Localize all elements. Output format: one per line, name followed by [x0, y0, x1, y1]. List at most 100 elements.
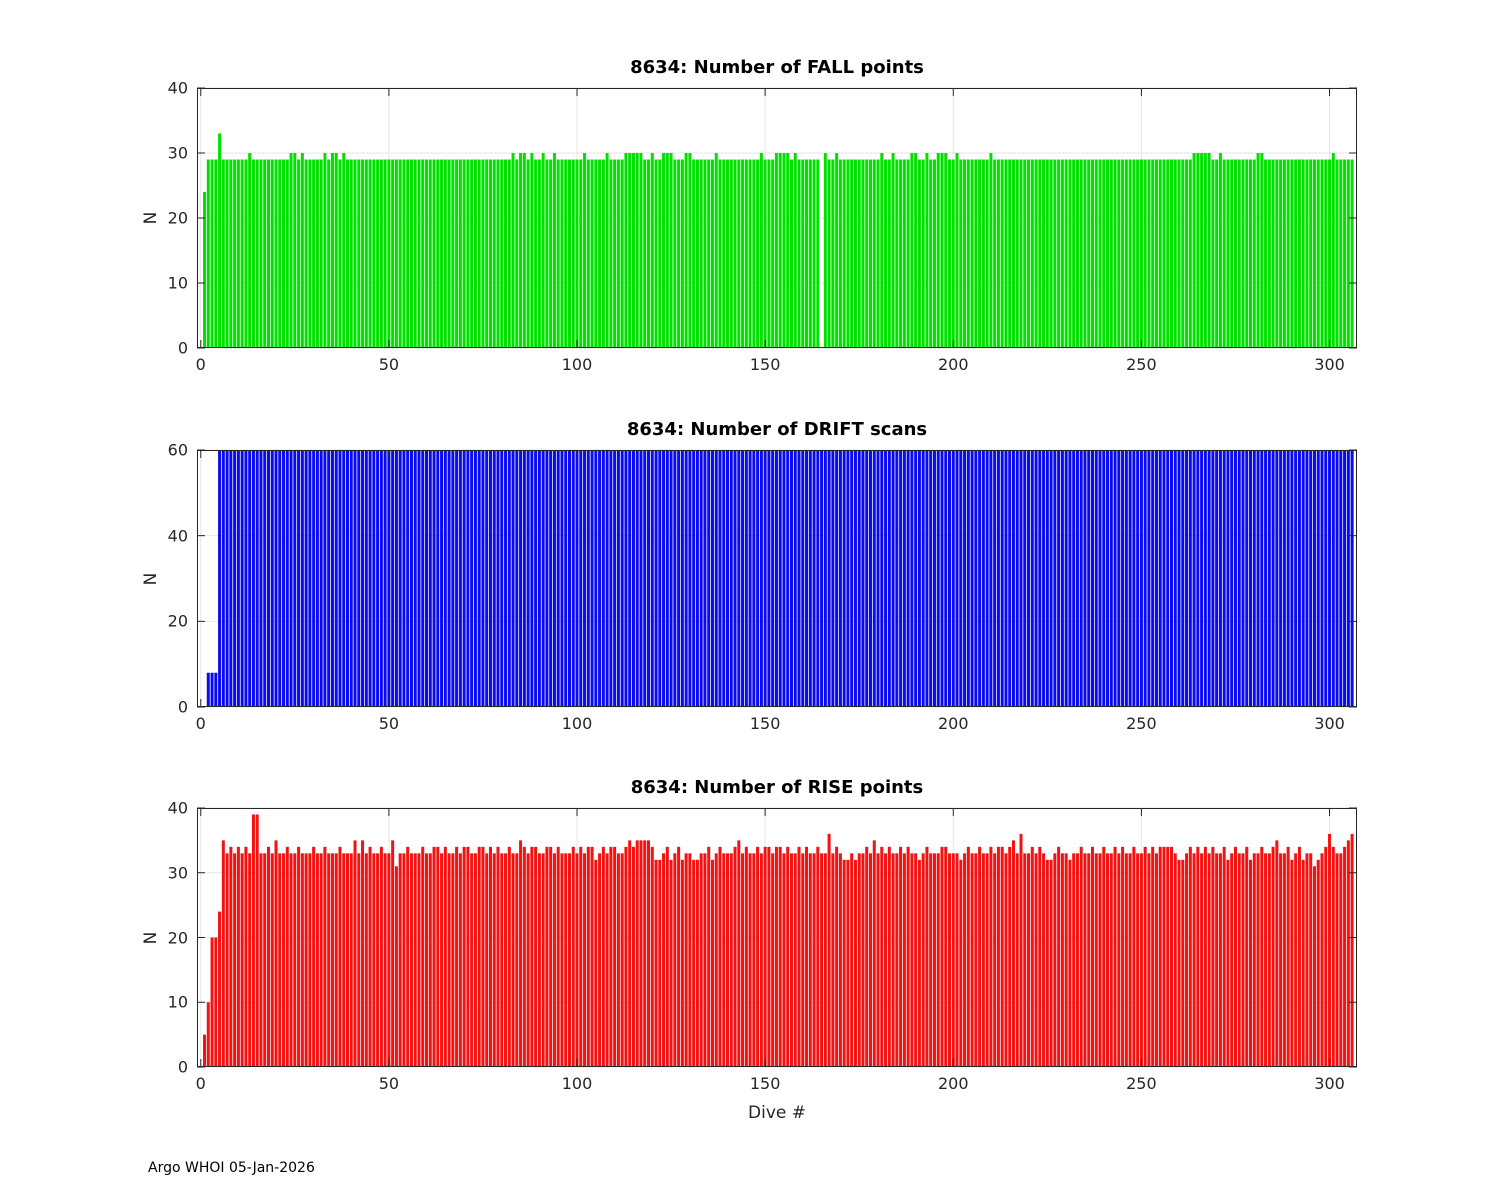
bar [583, 450, 587, 707]
bar [616, 853, 620, 1067]
bar [289, 853, 293, 1067]
bar [1271, 450, 1275, 707]
bar [353, 450, 357, 707]
bar [1312, 866, 1316, 1067]
bar [481, 846, 485, 1067]
bar [594, 159, 598, 348]
bar [1181, 159, 1185, 348]
bar [319, 853, 323, 1067]
bar [797, 159, 801, 348]
bar [1222, 846, 1226, 1067]
bar [545, 450, 549, 707]
bar [214, 672, 218, 707]
bar [451, 159, 455, 348]
bar [251, 159, 255, 348]
bar [594, 450, 598, 707]
bar [722, 450, 726, 707]
bar [372, 159, 376, 348]
bar [951, 450, 955, 707]
bar [353, 840, 357, 1067]
bar [857, 159, 861, 348]
bar [996, 846, 1000, 1067]
bar [507, 846, 511, 1067]
bar [974, 450, 978, 707]
bar [334, 853, 338, 1067]
bar [1023, 450, 1027, 707]
bar [1226, 859, 1230, 1067]
bar [1139, 853, 1143, 1067]
bar [1162, 159, 1166, 348]
bar [244, 450, 248, 707]
bar [477, 450, 481, 707]
bar [1034, 853, 1038, 1067]
bar [699, 853, 703, 1067]
bar [1264, 159, 1268, 348]
bar [1226, 159, 1230, 348]
bar [1034, 159, 1038, 348]
bar [357, 159, 361, 348]
bar [1038, 159, 1042, 348]
bar [948, 853, 952, 1067]
bar [951, 853, 955, 1067]
bar [579, 450, 583, 707]
bar [443, 846, 447, 1067]
bar [677, 159, 681, 348]
bar [1087, 853, 1091, 1067]
bar [692, 159, 696, 348]
bar [1245, 159, 1249, 348]
bar [1320, 450, 1324, 707]
bar [504, 853, 508, 1067]
bar [1117, 159, 1121, 348]
fall-plot-title: 8634: Number of FALL points [630, 57, 924, 78]
bar [1260, 153, 1264, 348]
bar [1083, 853, 1087, 1067]
bar [534, 846, 538, 1067]
bar [586, 450, 590, 707]
bar [537, 159, 541, 348]
bar [1151, 846, 1155, 1067]
bar [402, 853, 406, 1067]
bar [1267, 853, 1271, 1067]
bar [1011, 159, 1015, 348]
bar [466, 159, 470, 348]
bar [1297, 846, 1301, 1067]
bar [1203, 846, 1207, 1067]
x-tick-label: 200 [937, 1074, 969, 1093]
bar [1000, 846, 1004, 1067]
bar [989, 153, 993, 348]
bar [1271, 159, 1275, 348]
bar [1151, 450, 1155, 707]
bar [1230, 159, 1234, 348]
bar [203, 192, 207, 348]
bar [778, 450, 782, 707]
bar [902, 853, 906, 1067]
bar [1343, 450, 1347, 707]
bar [970, 450, 974, 707]
bar [583, 153, 587, 348]
bar [786, 153, 790, 348]
bar [1162, 450, 1166, 707]
bar [526, 853, 530, 1067]
bar [1068, 859, 1072, 1067]
bar [921, 450, 925, 707]
bar [567, 159, 571, 348]
bar [440, 159, 444, 348]
bar [1008, 450, 1012, 707]
bar [1226, 450, 1230, 707]
bar [1185, 159, 1189, 348]
bar [504, 450, 508, 707]
bar [1128, 853, 1132, 1067]
bar [865, 846, 869, 1067]
bar [443, 159, 447, 348]
bar [838, 159, 842, 348]
bar [737, 450, 741, 707]
bar [552, 853, 556, 1067]
bar [300, 450, 304, 707]
rise-plot-title: 8634: Number of RISE points [630, 777, 924, 798]
bar [1143, 846, 1147, 1067]
bar [880, 846, 884, 1067]
bar [266, 450, 270, 707]
bar [1237, 853, 1241, 1067]
bar [1053, 159, 1057, 348]
bar [383, 853, 387, 1067]
